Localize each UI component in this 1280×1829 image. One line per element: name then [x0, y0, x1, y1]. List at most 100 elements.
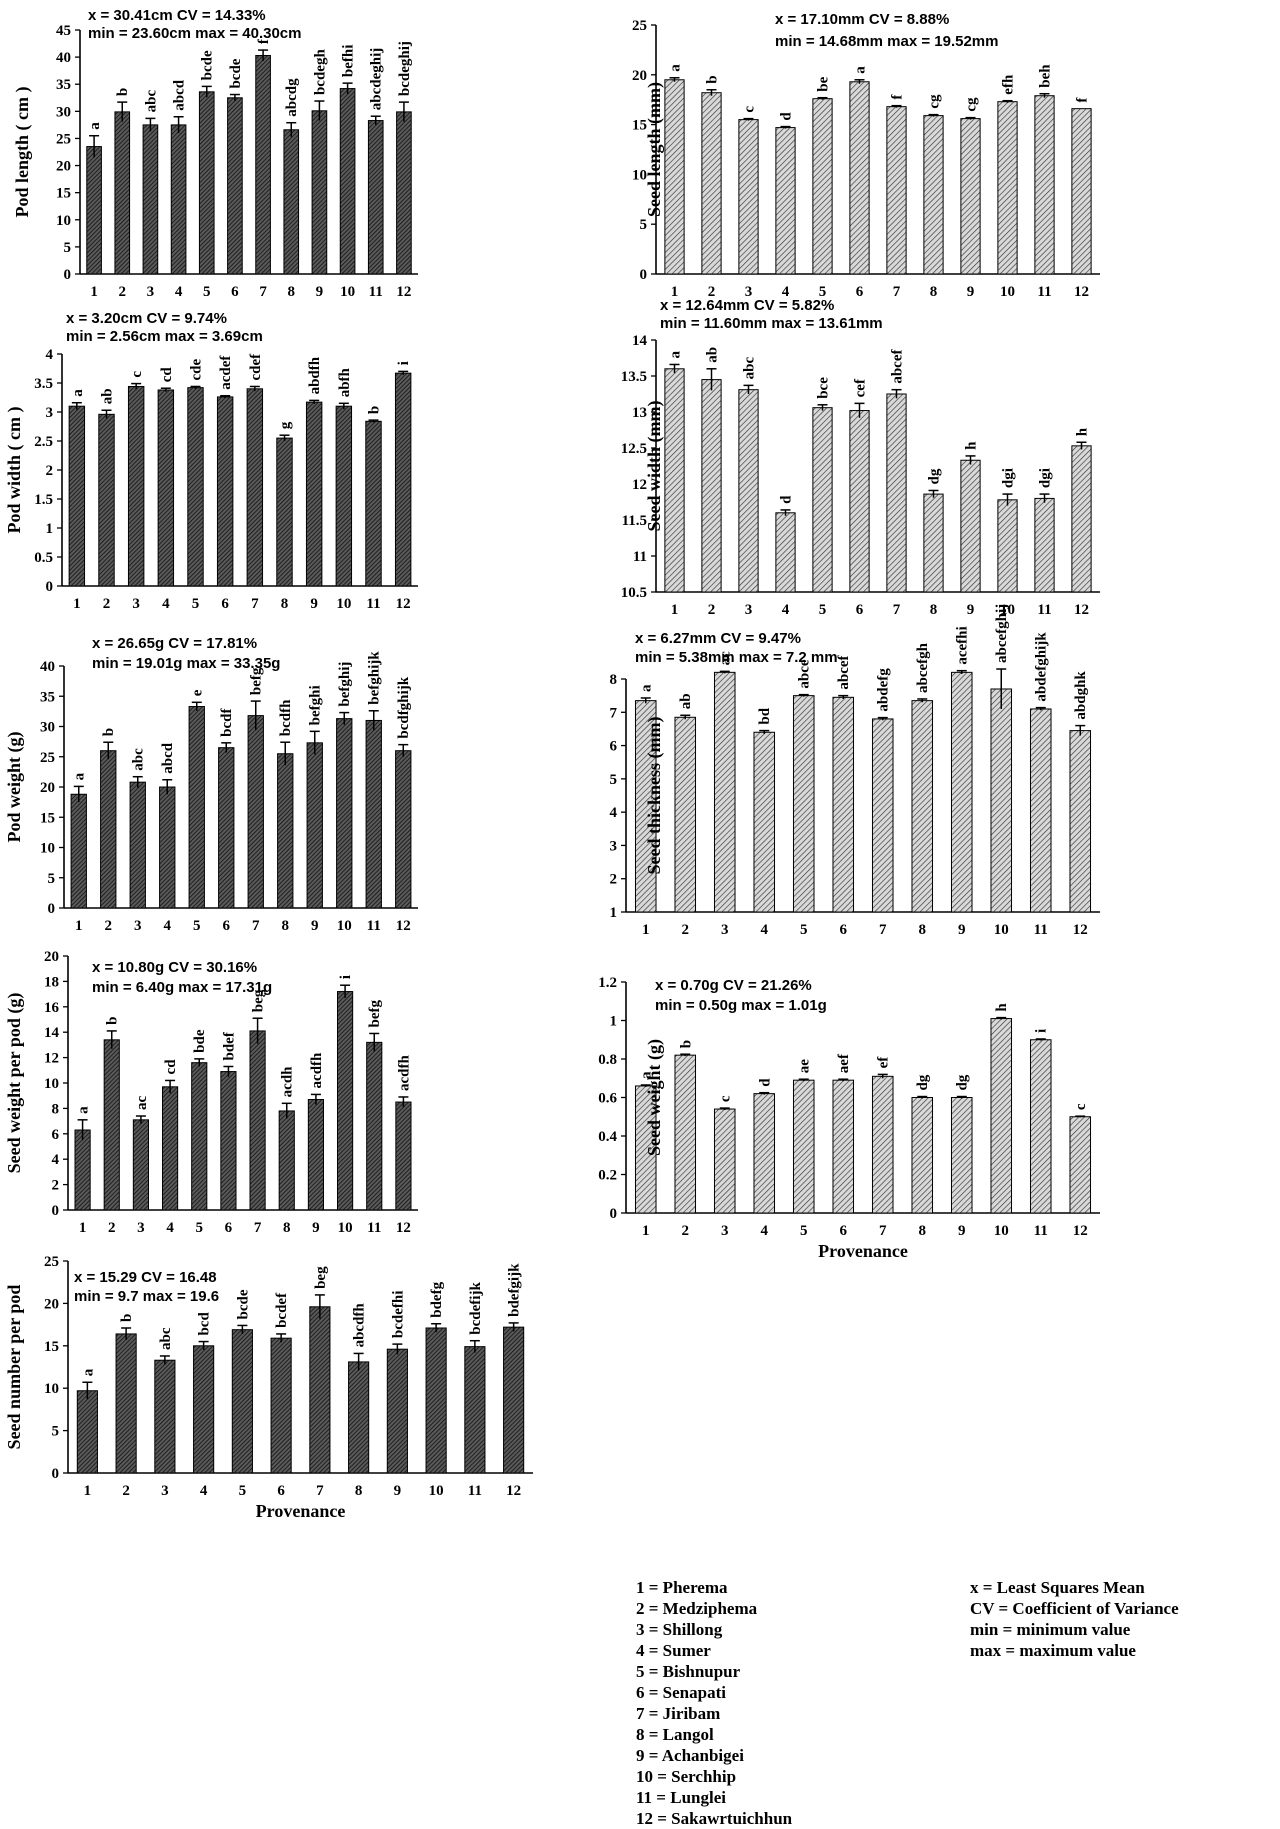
bar: [738, 119, 759, 275]
bar: [191, 1062, 208, 1211]
bar: [960, 459, 981, 593]
x-tick-label: 11: [369, 284, 383, 300]
x-tick-label: 6: [856, 602, 864, 618]
significance-letter: a: [76, 1106, 92, 1114]
significance-letter: bcdef: [274, 1292, 290, 1328]
x-tick-label: 3: [132, 596, 140, 612]
bar: [503, 1326, 525, 1474]
significance-letter: abcef: [836, 654, 852, 689]
definitions-legend: x = Least Squares Mean CV = Coefficient …: [970, 1577, 1179, 1661]
x-tick-label: 3: [134, 918, 142, 934]
x-tick-label: 12: [1074, 602, 1089, 618]
significance-letter: abdefg: [876, 668, 892, 712]
bar: [775, 512, 796, 593]
significance-letter: aef: [836, 1053, 852, 1073]
x-tick-label: 6: [223, 918, 231, 934]
bar: [812, 407, 833, 593]
bar: [701, 379, 722, 593]
y-tick-label: 1.2: [598, 975, 617, 991]
y-tick-label: 45: [56, 23, 71, 39]
x-tick-label: 1: [642, 922, 650, 938]
x-tick-label: 7: [254, 1220, 262, 1236]
significance-letter: bcdefhi: [390, 1291, 406, 1339]
chart-pod-weight: 0 5 10 15 20 25 30 35 40 1 a 2 b 3 abc 4 abcd 5 e 6 bcdf 7 bef…: [0, 620, 640, 950]
bar: [395, 750, 412, 909]
significance-letter: c: [1073, 1103, 1089, 1110]
bar: [220, 1071, 237, 1211]
y-tick-label: 18: [44, 974, 59, 990]
x-tick-label: 10: [337, 918, 352, 934]
y-tick-label: 10: [44, 1381, 59, 1397]
significance-letter: abc: [131, 748, 147, 771]
significance-letter: bdef: [221, 1031, 237, 1060]
bar: [270, 1337, 292, 1474]
bar: [911, 1097, 934, 1214]
x-tick-label: 1: [671, 284, 679, 300]
bar: [911, 700, 934, 913]
y-tick-label: 1: [46, 521, 54, 537]
y-tick-label: 5: [52, 1424, 60, 1440]
chart-pod-width: 0 0.5 1 1.5 2 2.5 3 3.5 4 1 a 2 ab 3 c 4 cd 5 cde 6 acdef 7 cd…: [0, 300, 640, 620]
significance-letter: abdfh: [307, 356, 323, 394]
significance-letter: abdghk: [1073, 671, 1089, 720]
y-tick-label: 0: [48, 901, 56, 917]
y-tick-label: 0: [610, 1206, 618, 1222]
significance-letter: d: [779, 112, 795, 121]
y-tick-label: 10: [44, 1076, 59, 1092]
bar: [849, 81, 870, 275]
x-tick-label: 12: [506, 1483, 521, 1499]
bar: [1029, 708, 1052, 913]
stats-annotation: min = 0.50g max = 1.01g: [655, 997, 827, 1014]
x-tick-label: 9: [312, 1220, 320, 1236]
y-tick-label: 10: [56, 213, 71, 229]
x-tick-label: 7: [879, 1223, 887, 1239]
significance-letter: beh: [1038, 64, 1054, 88]
bar: [366, 1041, 383, 1211]
bar: [997, 499, 1018, 593]
legend-item: 5 = Bishnupur: [636, 1662, 741, 1681]
x-tick-label: 9: [958, 922, 966, 938]
stats-annotation: x = 10.80g CV = 30.16%: [92, 959, 257, 976]
y-tick-label: 13.5: [621, 369, 647, 385]
bar: [886, 393, 907, 593]
x-tick-label: 10: [994, 1223, 1009, 1239]
significance-letter: b: [705, 75, 721, 83]
y-tick-label: 40: [40, 659, 55, 675]
y-tick-label: 12: [632, 477, 647, 493]
x-tick-label: 4: [200, 1483, 208, 1499]
x-axis-label: Provenance: [256, 1501, 346, 1521]
x-tick-label: 3: [721, 922, 729, 938]
significance-letter: i: [1034, 1029, 1050, 1033]
x-tick-label: 5: [800, 922, 808, 938]
y-tick-label: 0.8: [598, 1052, 617, 1068]
bar: [305, 401, 323, 587]
significance-letter: abcd: [172, 79, 188, 111]
bar: [394, 372, 412, 587]
significance-letter: befghijk: [367, 651, 383, 705]
x-tick-label: 10: [1000, 602, 1015, 618]
significance-letter: ac: [718, 651, 734, 666]
x-tick-label: 11: [468, 1483, 482, 1499]
bar: [247, 715, 264, 909]
x-tick-label: 11: [367, 1220, 381, 1236]
y-axis-label: Seed weight per pod (g): [4, 993, 25, 1174]
bar: [193, 1345, 215, 1474]
x-tick-label: 5: [192, 596, 200, 612]
x-tick-label: 12: [1074, 284, 1089, 300]
bar: [1034, 95, 1055, 275]
significance-letter: a: [668, 64, 684, 72]
stats-annotation: x = 12.64mm CV = 5.82%: [660, 297, 834, 314]
x-tick-label: 11: [1037, 284, 1051, 300]
bar: [990, 688, 1013, 913]
significance-letter: f: [890, 94, 906, 100]
x-tick-label: 5: [203, 284, 211, 300]
significance-letter: cdef: [248, 353, 264, 381]
x-tick-label: 6: [856, 284, 864, 300]
y-tick-label: 4: [52, 1152, 60, 1168]
y-tick-label: 10: [632, 167, 647, 183]
x-tick-label: 12: [1073, 922, 1088, 938]
x-tick-label: 9: [958, 1223, 966, 1239]
stats-annotation: min = 19.01g max = 33.35g: [92, 655, 280, 672]
significance-letter: bcdf: [219, 707, 235, 736]
x-tick-label: 8: [930, 602, 938, 618]
